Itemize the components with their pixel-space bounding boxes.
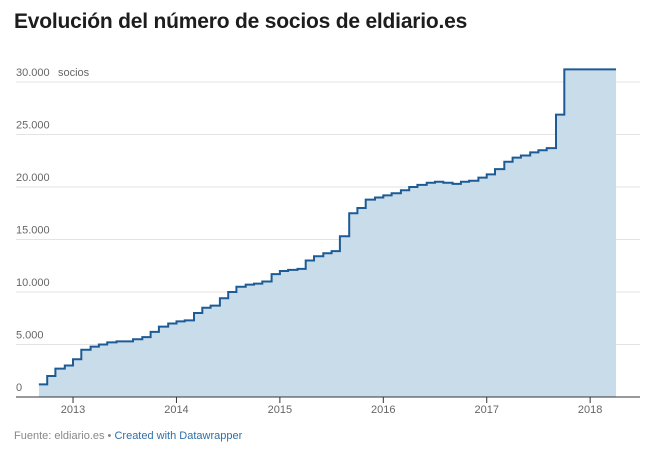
series-line: [38, 68, 616, 386]
x-tick-label: 2013: [61, 404, 85, 416]
x-tick-label: 2018: [578, 404, 602, 416]
x-tick-label: 2015: [268, 404, 292, 416]
x-tick-label: 2014: [164, 404, 188, 416]
line-layer: [38, 68, 616, 386]
y-unit-label: socios: [58, 67, 90, 79]
footer-separator: •: [104, 430, 115, 442]
y-tick-label: 0: [16, 382, 22, 394]
series-area: [38, 69, 616, 398]
chart-title: Evolución del número de socios de eldiar…: [14, 10, 468, 33]
datawrapper-credit-link[interactable]: Created with Datawrapper: [114, 430, 243, 442]
source-text: Fuente: eldiario.es: [14, 430, 105, 442]
area-layer: [38, 69, 616, 398]
y-tick-label: 5.000: [16, 330, 44, 342]
y-tick-label: 25.000: [16, 120, 50, 132]
y-tick-label: 30.000: [16, 67, 50, 79]
y-tick-label: 10.000: [16, 277, 50, 289]
x-tick-label: 2016: [371, 404, 395, 416]
label-layer: 0 5.000 10.000 15.000 20.000 25.000 30.000 soci…: [16, 67, 602, 416]
y-tick-label: 20.000: [16, 172, 50, 184]
y-tick-label: 15.000: [16, 225, 50, 237]
axis-layer: [16, 396, 640, 403]
chart-footer: Fuente: eldiario.es • Created with Dataw…: [14, 430, 242, 442]
x-tick-label: 2017: [474, 404, 498, 416]
